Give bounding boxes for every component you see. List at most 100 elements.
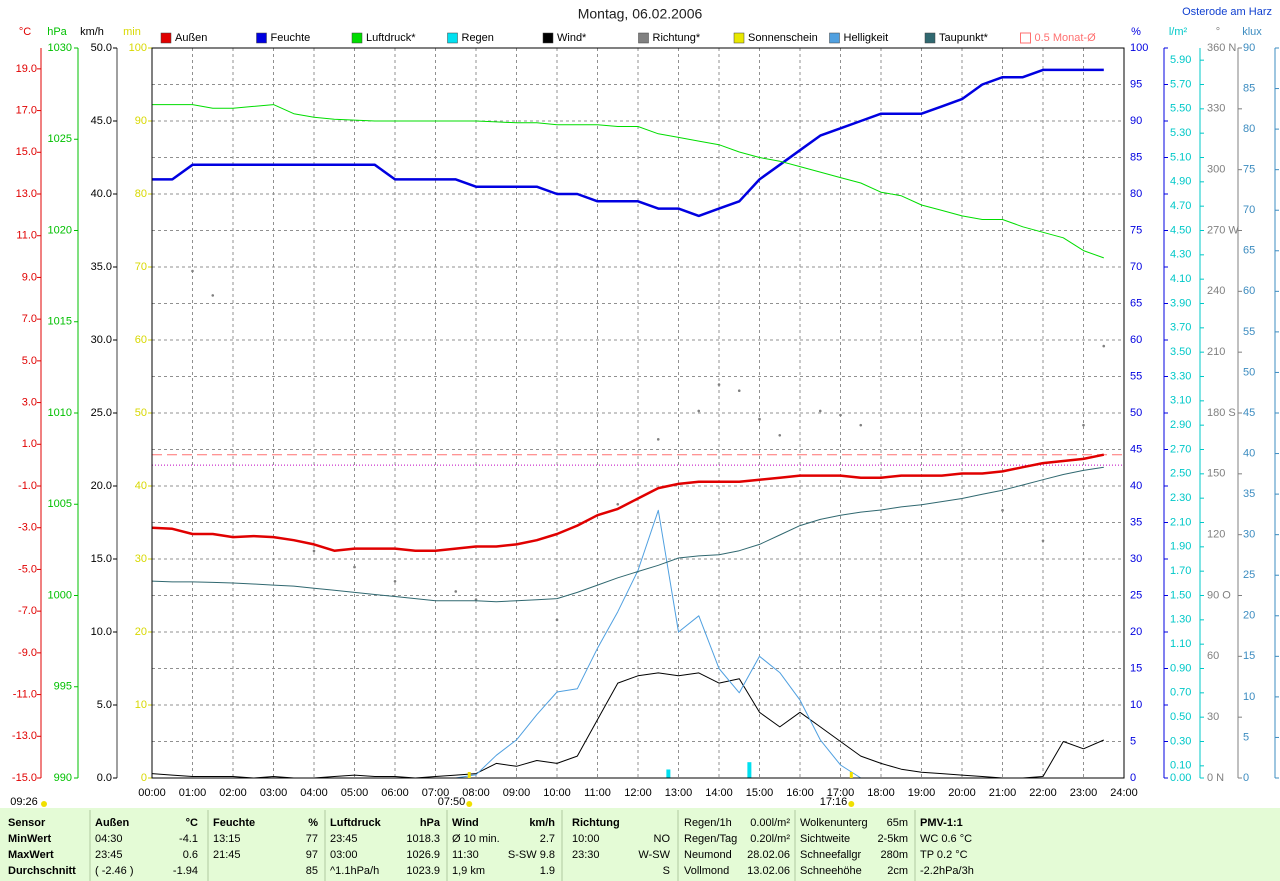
- table-cell: 10:00: [572, 833, 600, 845]
- table-cell: 2.7: [540, 833, 555, 845]
- table-cell: 0.00l/m²: [750, 817, 790, 829]
- y-tick-label: 35: [1130, 516, 1142, 528]
- series-line: [151, 466, 1104, 603]
- direction-dot: [393, 580, 397, 583]
- y-tick-label: 80: [1243, 123, 1255, 135]
- legend-swatch: [638, 32, 649, 44]
- table-cell: km/h: [529, 817, 555, 829]
- y-tick-label: 10.0: [91, 626, 112, 638]
- y-tick-label: 25: [1130, 589, 1142, 601]
- y-tick-label: 17.0: [16, 104, 37, 116]
- sun-dot: [848, 801, 855, 807]
- table-cell: 85: [306, 865, 318, 877]
- y-tick-label: 40: [135, 480, 147, 492]
- table-cell: 21:45: [213, 849, 241, 861]
- series-line: [152, 104, 1104, 259]
- table-cell: 280m: [880, 849, 908, 861]
- y-tick-label: 360 N: [1207, 42, 1236, 54]
- x-tick-label: 17:00: [827, 787, 855, 799]
- y-tick-label: 20.0: [91, 480, 112, 492]
- legend-swatch: [542, 32, 554, 44]
- y-tick-label: 1020: [48, 224, 72, 236]
- series-line: [152, 68, 1104, 218]
- table-cell: -4.1: [179, 833, 198, 845]
- x-tick-label: 20:00: [948, 787, 976, 799]
- y-tick-label: 1005: [48, 498, 72, 510]
- table-cell: 97: [306, 849, 318, 861]
- y-tick-label: 3.30: [1170, 370, 1191, 382]
- y-tick-label: 10: [1130, 699, 1142, 711]
- y-tick-label: 50: [1130, 407, 1142, 419]
- x-tick-label: 04:00: [300, 787, 328, 799]
- plot-border: [151, 47, 1125, 779]
- y-tick-label: 1.30: [1170, 614, 1191, 626]
- y-tick-label: 2.10: [1170, 516, 1191, 528]
- y-tick-label: 1015: [48, 316, 72, 328]
- table-cell: Vollmond: [684, 865, 729, 877]
- y-tick-label: 85: [1130, 151, 1142, 163]
- table-cell: -2.2hPa/3h: [920, 865, 974, 877]
- y-tick-label: 25: [1243, 569, 1255, 581]
- y-tick-label: 0 N: [1207, 772, 1224, 784]
- y-tick-label: 40.0: [91, 188, 112, 200]
- table-cell: -1.94: [173, 865, 198, 877]
- y-tick-label: 300: [1207, 164, 1225, 176]
- x-tick-label: 01:00: [179, 787, 207, 799]
- y-tick-label: 5.10: [1170, 151, 1191, 163]
- table-cell: Luftdruck: [330, 817, 382, 829]
- legend-label: Regen: [462, 32, 494, 44]
- y-tick-label: 45: [1243, 407, 1255, 419]
- y-tick-label: 0.30: [1170, 735, 1191, 747]
- y-tick-label: 3.70: [1170, 322, 1191, 334]
- sun-marker: [467, 772, 471, 778]
- sun-time: 07:50: [438, 796, 466, 808]
- y-tick-label: 0: [1243, 772, 1249, 784]
- y-tick-label: 20: [135, 626, 147, 638]
- legend-swatch: [924, 32, 936, 44]
- y-tick-label: 85: [1243, 82, 1255, 94]
- table-cell: Schneehöhe: [800, 865, 862, 877]
- y-tick-label: 5.0: [97, 699, 112, 711]
- table-cell: Wind: [452, 817, 479, 829]
- direction-dot: [211, 294, 215, 297]
- y-tick-label: 100: [129, 42, 147, 54]
- x-tick-label: 12:00: [624, 787, 652, 799]
- y-tick-label: 60: [1207, 650, 1219, 662]
- row-label: Durchschnitt: [8, 865, 76, 877]
- legend-label: 0.5 Monat-Ø: [1035, 32, 1097, 44]
- x-tick-label: 18:00: [867, 787, 895, 799]
- y-tick-label: 3.10: [1170, 395, 1191, 407]
- legend-swatch: [447, 32, 458, 44]
- y-tick-label: 240: [1207, 285, 1225, 297]
- y-tick-label: -1.0: [18, 480, 37, 492]
- y-tick-label: 70: [1130, 261, 1142, 273]
- y-tick-label: 0.00: [1170, 772, 1191, 784]
- x-tick-label: 03:00: [260, 787, 288, 799]
- y-tick-label: 0.10: [1170, 760, 1191, 772]
- y-tick-label: 100: [1130, 42, 1148, 54]
- y-tick-label: 45: [1130, 443, 1142, 455]
- table-cell: 03:00: [330, 849, 358, 861]
- y-tick-label: 5: [1130, 735, 1136, 747]
- y-tick-label: 50: [1243, 366, 1255, 378]
- table-cell: Regen/Tag: [684, 833, 737, 845]
- y-tick-label: 80: [1130, 188, 1142, 200]
- table-cell: Ø 10 min.: [452, 833, 500, 845]
- legend-label: Taupunkt*: [939, 32, 989, 44]
- x-tick-label: 15:00: [746, 787, 774, 799]
- stats-background: [0, 808, 1280, 881]
- table-cell: 23:30: [572, 849, 600, 861]
- direction-dot: [697, 409, 701, 413]
- table-cell: PMV-1:1: [920, 817, 963, 829]
- legend-swatch: [351, 32, 363, 44]
- direction-dot: [1102, 344, 1106, 348]
- y-tick-label: 10: [1243, 691, 1255, 703]
- table-cell: S-SW 9.8: [508, 849, 555, 861]
- y-tick-label: 95: [1130, 78, 1142, 90]
- x-tick-label: 10:00: [543, 787, 571, 799]
- axis-unit: °: [1216, 26, 1220, 38]
- table-cell: Außen: [95, 817, 130, 829]
- table-cell: 11:30: [452, 849, 479, 861]
- x-tick-label: 14:00: [705, 787, 733, 799]
- axis-unit: hPa: [47, 26, 67, 38]
